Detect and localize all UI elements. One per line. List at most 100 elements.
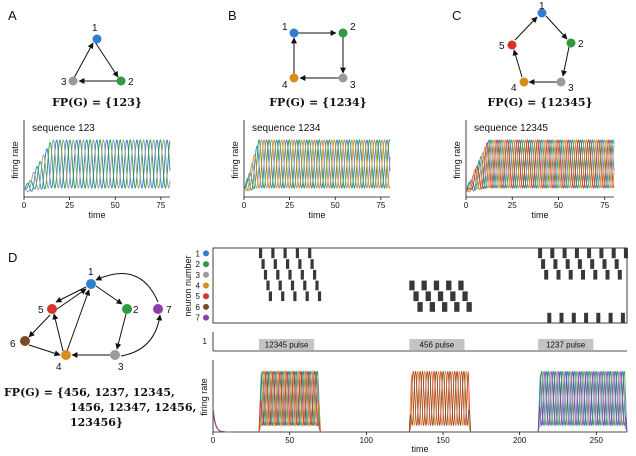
pulse-label-2: 1237 pulse <box>546 341 586 350</box>
raster-block-0-5 <box>305 291 309 302</box>
raster-row-label-6: 6 <box>196 303 201 312</box>
x-tick-label-c-50: 50 <box>554 201 563 210</box>
node-label-a-1: 1 <box>92 23 98 34</box>
node-b-3 <box>338 73 348 83</box>
raster-block-1-4 <box>433 280 440 291</box>
raster-block-0-1 <box>308 248 312 259</box>
raster-block-0-2 <box>273 259 277 269</box>
edge-d-6-4 <box>28 344 61 357</box>
raster-block-2-3 <box>617 269 622 280</box>
node-c-3 <box>556 77 566 87</box>
node-a-3 <box>68 76 78 86</box>
raster-block-1-6 <box>454 302 460 312</box>
raster-row-label-4: 4 <box>196 282 201 291</box>
curves-d <box>212 369 628 433</box>
raster-block-2-7 <box>584 312 589 323</box>
pulse-bar-1 <box>409 339 465 350</box>
raster-row-dot-7 <box>203 314 209 321</box>
node-d-3 <box>110 350 120 360</box>
node-label-d-2: 2 <box>133 305 139 316</box>
edge-d-2-3 <box>115 313 127 350</box>
raster-row-label-1: 1 <box>196 249 201 258</box>
x-tick-label-d-200: 200 <box>513 436 527 445</box>
sequence-label-b: sequence 1234 <box>252 123 321 134</box>
raster-block-0-1 <box>259 248 263 259</box>
raster-block-0-2 <box>286 259 290 269</box>
edge-c-5-1 <box>514 16 538 41</box>
raster-row-labels: 1 2 3 45 6 7 <box>196 249 209 323</box>
transient-line-d-7 <box>212 407 232 433</box>
pulse-label-1: 456 pulse <box>420 341 455 350</box>
ticks-c: 0 25 50 75 <box>464 197 610 210</box>
fp-label-d-line2: 1456, 12347, 12456, <box>70 401 196 414</box>
node-c-2 <box>566 38 576 48</box>
raster-block-0-3 <box>313 269 317 280</box>
raster-block-2-1 <box>538 248 543 259</box>
raster-block-0-5 <box>268 291 272 302</box>
raster-block-0-4 <box>290 280 295 291</box>
raster-block-2-1 <box>550 248 555 259</box>
panel-a: A 1 2 3 FP(G) = {123} sequence 123 firin… <box>8 8 171 220</box>
pulse-bars: 12345 pulse 456 pulse 1237 pulse <box>259 339 594 350</box>
fp-label-a: FP(G) = {123} <box>52 96 142 109</box>
raster-block-2-1 <box>599 248 604 259</box>
raster-block-2-7 <box>571 312 576 323</box>
pulse-label-0: 12345 pulse <box>265 341 309 350</box>
raster-block-0-2 <box>298 259 302 269</box>
node-d-4 <box>61 350 71 360</box>
raster-block-0-1 <box>283 248 287 259</box>
graph-d: 1 2 3 4 5 6 7 <box>10 267 172 373</box>
panel-letter-a: A <box>8 8 17 23</box>
raster-block-2-3 <box>568 269 573 280</box>
raster-block-2-1 <box>574 248 579 259</box>
raster-row-dot-2 <box>203 261 209 268</box>
raster-block-0-4 <box>278 280 282 291</box>
raster-block-1-5 <box>437 291 444 302</box>
edge-d-1-2 <box>95 285 123 305</box>
x-tick-label-a-0: 0 <box>22 201 27 210</box>
series-line-c-4 <box>465 139 615 193</box>
node-d-5 <box>47 304 57 314</box>
raster-block-2-2 <box>565 259 570 269</box>
raster-block-1-5 <box>413 291 419 302</box>
raster-block-2-2 <box>577 259 582 269</box>
edge-c-2-3 <box>561 46 570 77</box>
raster-block-1-6 <box>417 302 423 312</box>
raster-block-1-5 <box>450 291 456 302</box>
chart-c: sequence 12345 firing rate time 0 25 50 75 <box>452 120 615 220</box>
node-label-d-5: 5 <box>38 305 44 316</box>
x-label-d: time <box>411 444 428 454</box>
node-label-b-2: 2 <box>350 22 356 33</box>
series-line-c-5 <box>465 138 615 193</box>
transient-line-d-5 <box>212 408 232 433</box>
curves-c <box>465 138 615 193</box>
series-line-b-4 <box>243 138 391 192</box>
edge-c-1-2 <box>545 15 568 40</box>
transient-line-d-6 <box>212 407 232 433</box>
sequence-label-c: sequence 12345 <box>474 123 548 134</box>
x-tick-label-c-0: 0 <box>464 201 469 210</box>
node-d-1 <box>86 279 96 289</box>
raster-block-1-4 <box>421 280 427 291</box>
node-b-1 <box>289 28 299 38</box>
edge-a-1-2 <box>94 41 119 78</box>
edge-d-7-1 <box>95 273 159 303</box>
raster-row-dot-1 <box>203 250 209 257</box>
edge-a-3-1 <box>73 42 94 79</box>
raster-block-2-7 <box>596 312 601 323</box>
raster-block-2-1 <box>587 248 592 259</box>
x-tick-label-b-75: 75 <box>376 201 385 210</box>
x-tick-label-c-25: 25 <box>508 201 517 210</box>
series-line-d-1-6 <box>408 371 471 433</box>
series-line-d-0-3 <box>258 370 321 433</box>
raster-block-0-1 <box>295 248 299 259</box>
raster-block-1-4 <box>458 280 464 291</box>
raster-block-2-3 <box>581 269 585 280</box>
series-line-d-0-2 <box>258 371 321 433</box>
series-line-a-3 <box>23 138 171 193</box>
raster-block-1-4 <box>446 280 452 291</box>
raster-block-2-7 <box>559 312 564 323</box>
panel-c: C 1 2 3 4 5 FP(G) = {12345} sequence 123… <box>452 1 615 220</box>
node-c-5 <box>507 40 517 50</box>
raster-block-0-3 <box>263 269 268 280</box>
